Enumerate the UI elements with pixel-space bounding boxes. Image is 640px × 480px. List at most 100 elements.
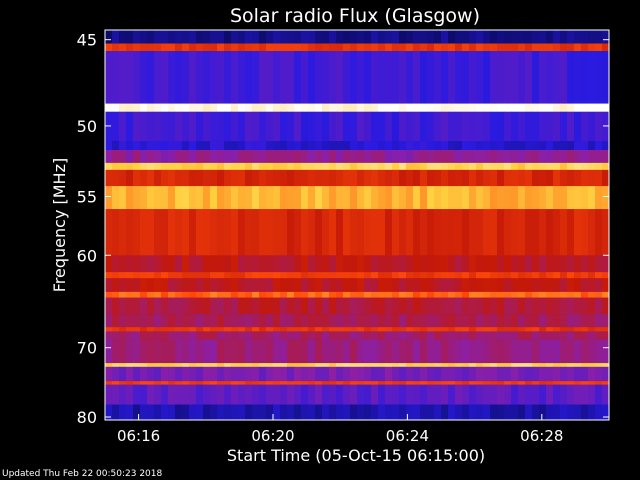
heatmap-cell [497, 278, 505, 293]
heatmap-cell [238, 314, 246, 328]
heatmap-cell [588, 384, 596, 405]
heatmap-cell [560, 327, 568, 332]
heatmap-cell [518, 51, 526, 104]
heatmap-cell [581, 404, 589, 421]
heatmap-cell [147, 404, 155, 421]
heatmap-cell [161, 255, 169, 273]
heatmap-cell [315, 150, 323, 164]
heatmap-cell [154, 186, 162, 210]
heatmap-cell [595, 186, 603, 210]
heatmap-cell [259, 363, 267, 368]
heatmap-cell [406, 297, 414, 315]
heatmap-cell [322, 278, 330, 293]
heatmap-cell [350, 30, 358, 44]
heatmap-cell [448, 339, 456, 364]
heatmap-cell [238, 103, 246, 112]
heatmap-cell [476, 169, 484, 187]
heatmap-cell [455, 331, 463, 340]
heatmap-cell [378, 162, 386, 171]
heatmap-cell [378, 331, 386, 340]
heatmap-cell [448, 103, 456, 112]
heatmap-cell [329, 255, 337, 273]
heatmap-cell [560, 363, 568, 368]
heatmap-cell [238, 384, 246, 405]
heatmap-cell [224, 209, 232, 256]
heatmap-cell [399, 331, 407, 340]
heatmap-cell [119, 272, 127, 279]
heatmap-cell [252, 363, 260, 368]
heatmap-cell [357, 30, 365, 44]
heatmap-cell [427, 255, 435, 273]
heatmap-cell [553, 141, 561, 151]
heatmap-cell [434, 162, 442, 171]
heatmap-cell [294, 381, 302, 385]
heatmap-cell [266, 150, 274, 164]
heatmap-cell [259, 169, 267, 187]
heatmap-cell [441, 186, 449, 210]
heatmap-cell [133, 186, 141, 210]
y-tick-label: 60 [77, 246, 97, 265]
heatmap-cell [427, 209, 435, 256]
heatmap-cell [315, 169, 323, 187]
heatmap-cell [574, 404, 582, 421]
heatmap-cell [133, 30, 141, 44]
heatmap-cell [455, 186, 463, 210]
heatmap-cell [245, 327, 253, 332]
heatmap-cell [259, 297, 267, 315]
heatmap-cell [532, 255, 540, 273]
heatmap-cell [371, 186, 379, 210]
heatmap-cell [133, 384, 141, 405]
heatmap-cell [420, 51, 428, 104]
update-timestamp: Updated Thu Feb 22 00:50:23 2018 [2, 469, 163, 479]
heatmap-cell [203, 339, 211, 364]
heatmap-cell [308, 278, 316, 293]
heatmap-cell [420, 384, 428, 405]
x-axis-label: Start Time (05-Oct-15 06:15:00) [227, 446, 485, 465]
heatmap-cell [231, 51, 239, 104]
heatmap-cell [322, 255, 330, 273]
heatmap-cell [413, 141, 421, 151]
heatmap-cell [308, 291, 316, 298]
heatmap-cell [364, 331, 372, 340]
heatmap-cell [553, 297, 561, 315]
heatmap-cell [539, 209, 547, 256]
heatmap-cell [427, 169, 435, 187]
heatmap-cell [168, 381, 176, 385]
heatmap-cell [287, 43, 295, 52]
heatmap-cell [595, 162, 603, 171]
heatmap-cell [560, 162, 568, 171]
heatmap-cell [476, 255, 484, 273]
heatmap-cell [462, 278, 470, 293]
heatmap-cell [476, 327, 484, 332]
heatmap-cell [378, 51, 386, 104]
heatmap-cell [196, 291, 204, 298]
heatmap-cell [399, 103, 407, 112]
heatmap-cell [518, 272, 526, 279]
heatmap-cell [392, 404, 400, 421]
heatmap-cell [168, 404, 176, 421]
heatmap-cell [315, 404, 323, 421]
heatmap-cell [245, 150, 253, 164]
heatmap-cell [546, 366, 554, 382]
heatmap-cell [504, 339, 512, 364]
heatmap-cell [217, 278, 225, 293]
heatmap-cell [539, 327, 547, 332]
heatmap-cell [462, 314, 470, 328]
heatmap-cell [385, 186, 393, 210]
heatmap-cell [336, 404, 344, 421]
heatmap-cell [259, 314, 267, 328]
heatmap-cell [497, 327, 505, 332]
heatmap-cell [161, 327, 169, 332]
heatmap-cell [434, 384, 442, 405]
heatmap-cell [392, 278, 400, 293]
heatmap-cell [385, 103, 393, 112]
heatmap-cell [308, 363, 316, 368]
heatmap-cell [497, 30, 505, 44]
heatmap-cell [119, 150, 127, 164]
heatmap-cell [154, 291, 162, 298]
heatmap-cell [567, 51, 575, 104]
heatmap-cell [504, 384, 512, 405]
heatmap-cell [595, 103, 603, 112]
heatmap-cell [378, 43, 386, 52]
heatmap-cell [287, 103, 295, 112]
